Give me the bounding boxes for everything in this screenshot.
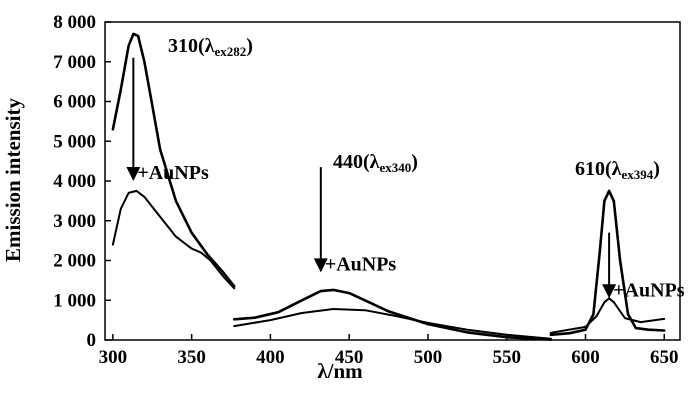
x-tick-label: 650: [650, 347, 679, 368]
y-tick-label: 0: [87, 330, 97, 351]
series-2-segment-2: [233, 308, 552, 340]
aunps-label: +AuNPs: [137, 162, 209, 184]
peak-label: 610(λex394): [575, 158, 660, 182]
aunps-label: +AuNPs: [325, 253, 397, 275]
x-tick-label: 550: [492, 347, 521, 368]
x-tick-label: 500: [414, 347, 443, 368]
series-1-segment-2: [232, 288, 553, 341]
y-tick-label: 3 000: [53, 211, 96, 232]
axes-layer: 0 1 000 2 000 3 000 4 000 5 000 6 000 7 000 8 00…: [53, 12, 681, 368]
series-layer: [111, 32, 666, 341]
series-1-segment-1: [111, 32, 236, 288]
peak-label: 440(λex340): [333, 151, 418, 175]
x-axis-title: λ/nm: [317, 359, 363, 383]
arrow-head: [602, 284, 617, 299]
series-2-segment-1: [111, 189, 236, 290]
y-tick-label: 1 000: [53, 290, 96, 311]
series-2-segment-3: [549, 297, 666, 334]
x-tick-label: 300: [99, 347, 128, 368]
arrow-head: [126, 167, 141, 181]
y-tick-label: 8 000: [53, 12, 96, 33]
x-tick-label: 350: [177, 347, 206, 368]
y-tick-label: 4 000: [53, 171, 96, 192]
y-tick-label: 7 000: [53, 52, 96, 73]
x-tick-label: 600: [571, 347, 600, 368]
peak-label: 310(λex282): [168, 35, 253, 59]
x-tick-label: 450: [335, 347, 364, 368]
series-1-segment-3: [549, 189, 666, 337]
y-axis-title: Emission intensity: [1, 98, 25, 262]
annotation-layer: 310(λex282) 440(λex340) 610(λex394) +AuNPs +…: [126, 35, 685, 301]
y-tick-label: 5 000: [53, 131, 96, 152]
x-tick-label: 400: [256, 347, 285, 368]
y-tick-label: 2 000: [53, 251, 96, 272]
aunps-label: +AuNPs: [613, 279, 685, 301]
arrow-head: [313, 258, 328, 273]
y-tick-label: 6 000: [53, 92, 96, 113]
